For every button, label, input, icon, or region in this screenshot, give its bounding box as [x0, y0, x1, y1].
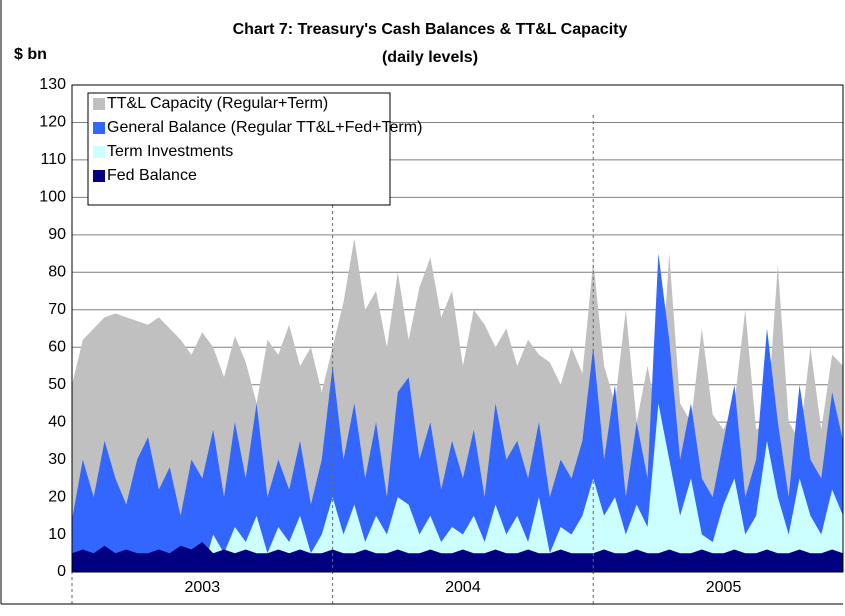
- legend-swatch: [93, 146, 105, 158]
- y-tick-label: 20: [48, 488, 66, 505]
- y-tick-label: 110: [40, 151, 66, 168]
- legend: TT&L Capacity (Regular+Term) General Bala…: [87, 92, 422, 206]
- y-tick-label: 80: [48, 264, 66, 281]
- y-tick-label: 50: [48, 376, 66, 393]
- x-tick-label: 2003: [185, 579, 221, 596]
- legend-label: Term Investments: [107, 143, 233, 160]
- legend-swatch: [93, 98, 105, 110]
- x-tick-label: 2004: [445, 579, 481, 596]
- area: [72, 403, 843, 572]
- y-tick-label: 90: [48, 226, 66, 243]
- areas: [72, 238, 843, 573]
- legend-box: [87, 92, 391, 206]
- chart-subtitle: (daily levels): [382, 49, 478, 66]
- y-tick-label: 0: [57, 563, 66, 580]
- y-tick-label: 120: [39, 114, 66, 131]
- y-tick-label: 130: [39, 76, 66, 93]
- area: [72, 542, 843, 572]
- legend-swatch: [93, 170, 105, 182]
- y-tick-label: 60: [48, 338, 66, 355]
- legend-label: Fed Balance: [107, 167, 197, 184]
- legend-label: General Balance (Regular TT&L+Fed+Term): [107, 119, 422, 136]
- y-axis-label: $ bn: [14, 46, 47, 63]
- x-tick-label: 2005: [706, 579, 742, 596]
- area: [72, 253, 843, 573]
- chart-title: Chart 7: Treasury's Cash Balances & TT&L…: [233, 21, 628, 38]
- plot-border: [71, 84, 844, 573]
- y-tick-label: 10: [48, 526, 66, 543]
- y-tick-label: 40: [48, 413, 66, 430]
- y-tick-label: 100: [39, 189, 66, 206]
- y-tick-label: 30: [48, 451, 66, 468]
- legend-label: TT&L Capacity (Regular+Term): [107, 95, 328, 112]
- y-tick-label: 70: [48, 301, 66, 318]
- legend-swatch: [93, 122, 105, 134]
